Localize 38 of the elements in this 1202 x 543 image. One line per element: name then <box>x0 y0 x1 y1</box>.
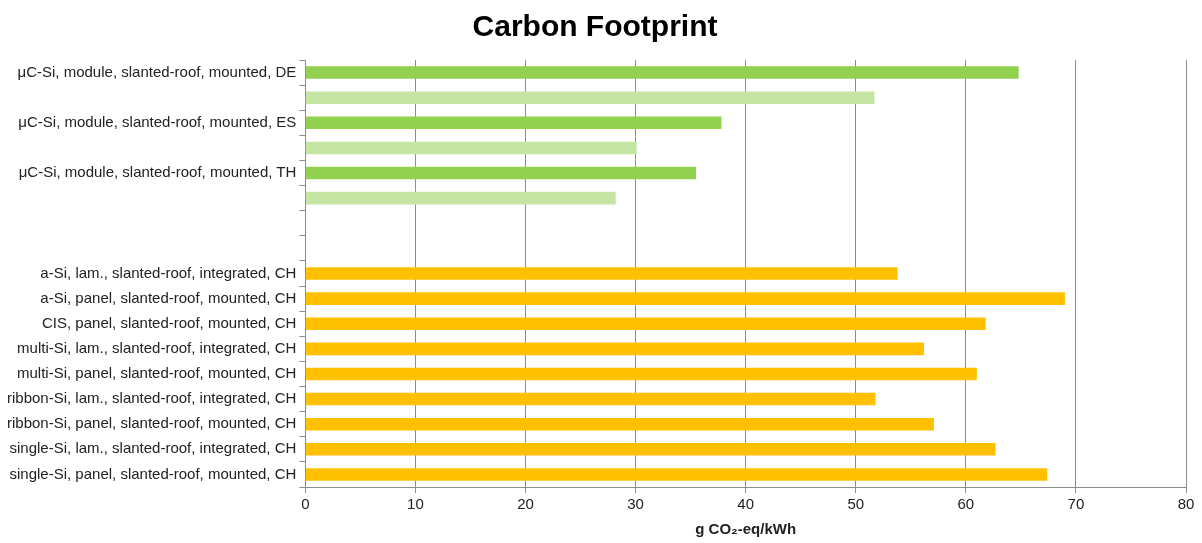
x-tick-label: 70 <box>1067 495 1085 513</box>
y-tick-label: a-Si, lam., slanted-roof, integrated, CH <box>40 263 297 281</box>
x-tick-label: 0 <box>301 495 310 513</box>
y-tick-label: CIS, panel, slanted-roof, mounted, CH <box>42 313 297 331</box>
y-tick-label: ribbon-Si, panel, slanted-roof, mounted, CH <box>6 414 297 432</box>
bar <box>305 141 637 155</box>
bar <box>305 91 875 104</box>
bar <box>305 317 986 331</box>
y-tick-label: a-Si, panel, slanted-roof, mounted, CH <box>40 288 297 306</box>
y-tick-label: single-Si, lam., slanted-roof, integrated, CH <box>9 439 297 457</box>
y-tick-label: single-Si, panel, slanted-roof, mounted, CH <box>9 464 297 482</box>
bar <box>305 417 934 431</box>
bar <box>305 392 876 406</box>
x-tick-label: 30 <box>627 495 644 513</box>
bar <box>305 66 1019 79</box>
y-tick-label: μC-Si, module, slanted-roof, mounted, ES <box>18 112 297 130</box>
y-tick-label: μC-Si, module, slanted-roof, mounted, TH <box>18 163 297 181</box>
x-tick-label: 50 <box>847 495 865 513</box>
x-tick-label: 80 <box>1177 495 1195 513</box>
bar <box>305 292 1065 305</box>
x-tick-label: 60 <box>957 495 975 513</box>
bar <box>305 191 616 205</box>
y-tick-label: μC-Si, module, slanted-roof, mounted, DE <box>17 62 297 80</box>
x-tick-label: 40 <box>737 495 754 513</box>
y-tick-label: multi-Si, panel, slanted-roof, mounted, CH <box>17 364 297 382</box>
y-tick-label: ribbon-Si, lam., slanted-roof, integrated, CH <box>7 389 297 407</box>
x-axis-title: g CO₂-eq/kWh <box>695 520 797 538</box>
bar <box>305 367 977 381</box>
x-tick-label: 20 <box>517 495 534 513</box>
bar <box>305 267 898 280</box>
bar <box>305 468 1048 481</box>
chart-title: Carbon Footprint <box>472 9 718 43</box>
bar <box>305 116 722 130</box>
y-tick-label: multi-Si, lam., slanted-roof, integrated, CH <box>17 338 297 356</box>
bar <box>305 342 924 356</box>
bar <box>305 443 996 456</box>
bar <box>305 166 697 180</box>
x-tick-label: 10 <box>407 495 424 513</box>
